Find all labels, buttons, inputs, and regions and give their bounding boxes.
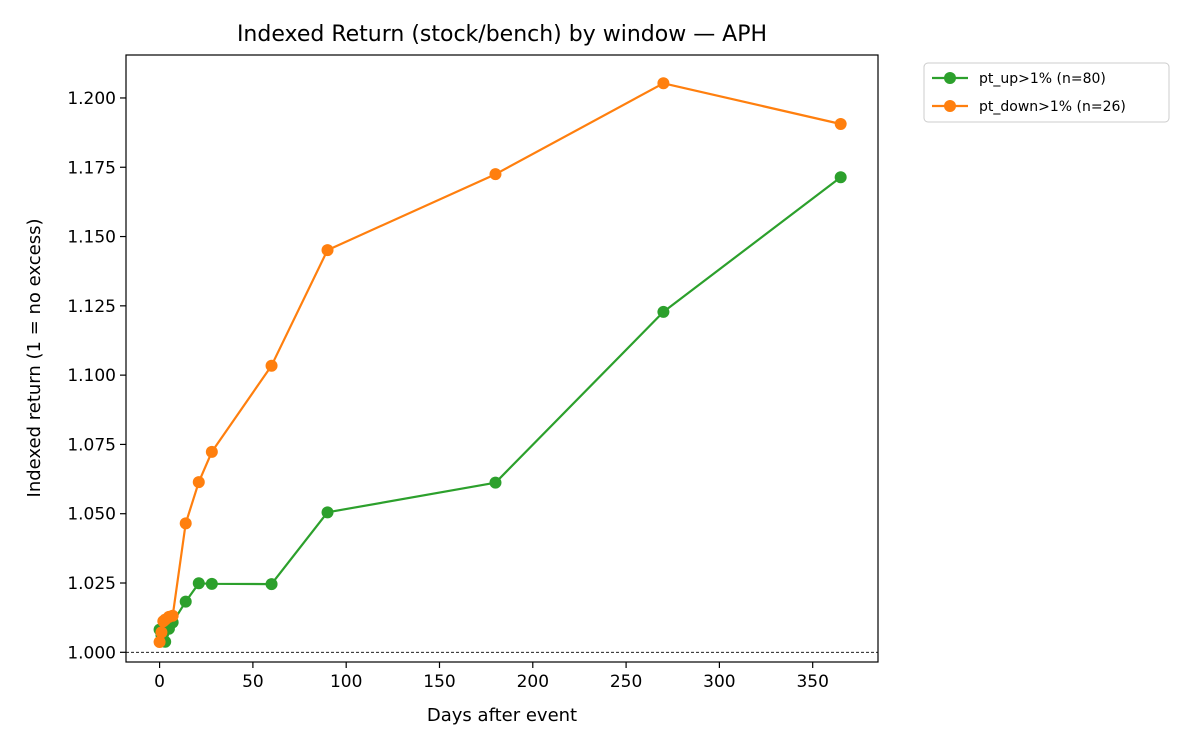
series-layer [153,77,847,649]
series-point [321,506,334,519]
legend-frame [923,62,1170,123]
legend-label: pt_down>1% (n=26) [979,99,1126,115]
y-tick-label: 1.200 [67,89,116,109]
y-axis-title: Indexed return (1 = no excess) [24,219,45,498]
series-point [192,476,205,489]
series-point [166,609,179,622]
y-tick-label: 1.125 [67,297,116,317]
series-point [321,244,334,257]
series-point [179,517,192,530]
series-point [205,577,218,590]
y-tick-label: 1.025 [67,574,116,594]
y-tick-label: 1.050 [67,505,116,525]
series-point [657,305,670,318]
x-axis-title: Days after event [427,705,577,726]
y-tick-label: 1.175 [67,158,116,178]
x-tick-label: 0 [154,672,165,692]
x-tick-label: 100 [330,672,362,692]
x-tick-label: 350 [796,672,828,692]
plot-frame [125,54,879,663]
x-tick-label: 200 [517,672,549,692]
series-point [834,118,847,131]
y-tick-label: 1.000 [67,643,116,663]
x-tick-label: 50 [242,672,264,692]
series-point [489,476,502,489]
x-tick-label: 150 [423,672,455,692]
x-axis: 0 50 100 150 200 250 300 350 [154,662,829,692]
y-tick-label: 1.075 [67,435,116,455]
series-point [265,359,278,372]
legend-swatch-marker [944,100,956,112]
legend-label: pt_up>1% (n=80) [979,71,1106,87]
legend-swatch-marker [944,72,956,84]
y-axis: 1.000 1.025 1.050 1.075 1.100 1.125 1.150 1.175… [67,89,126,663]
y-tick-label: 1.100 [67,366,116,386]
legend-items: pt_up>1% (n=80) pt_down>1% (n=26) [932,71,1126,115]
legend: pt_up>1% (n=80) pt_down>1% (n=26) [923,62,1170,123]
series-point [155,626,168,639]
series-point [153,636,166,649]
series-point [192,577,205,590]
series-point [489,168,502,181]
x-tick-label: 250 [610,672,642,692]
series-point [265,578,278,591]
chart-title: Indexed Return (stock/bench) by window —… [237,22,767,47]
series-point [834,171,847,184]
y-tick-label: 1.150 [67,228,116,248]
series-point [205,445,218,458]
series-point [179,595,192,608]
x-tick-label: 300 [703,672,735,692]
series-point [657,77,670,90]
plot-area [126,55,878,662]
